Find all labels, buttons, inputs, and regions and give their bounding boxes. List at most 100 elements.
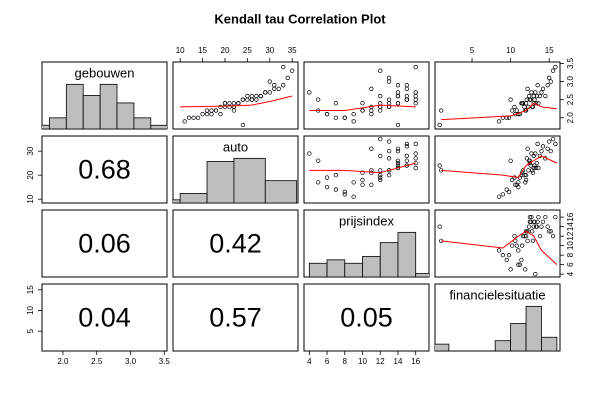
panel [303,135,430,204]
point [333,187,339,192]
point [547,139,552,144]
point [512,104,517,110]
panel [172,61,299,130]
point [496,248,502,253]
point [553,141,558,147]
tau-value: 0.68 [78,155,131,185]
point [532,219,537,225]
point [386,172,392,178]
point [500,252,506,258]
y-tick-label: 10 [26,305,35,314]
point [413,101,418,106]
point [525,238,530,244]
point [186,115,192,120]
hist-bar [116,102,135,129]
point [496,194,502,199]
point [342,115,347,120]
point [523,172,529,178]
tau-value: 0.05 [340,303,393,333]
panel [41,283,168,352]
x-tick-label: 3.0 [125,357,137,366]
point [378,172,383,178]
x-tick-label: 20 [221,46,230,55]
point [378,177,383,183]
point [404,158,409,163]
point [510,108,515,113]
hist-bar [206,161,235,203]
point [369,112,374,117]
point [342,189,347,195]
point [522,233,527,239]
point [316,158,321,163]
point [525,146,530,151]
x-tick-label: 16 [411,357,420,366]
point [529,214,534,220]
y-tick-label: 16 [566,212,575,221]
hist-bar [510,323,527,351]
point [545,224,550,229]
point [500,192,506,197]
point [530,104,536,110]
hist-bar [233,157,266,203]
point [333,101,339,106]
point [395,148,401,154]
hist-bar [150,124,167,129]
panel-content [308,231,429,277]
point [529,90,534,95]
tau-value: 0.42 [209,229,262,259]
point [307,90,312,95]
point [437,224,442,229]
panel-content [180,64,295,128]
hist-bar [49,117,67,129]
point [550,68,556,73]
point [533,165,539,171]
point [351,194,356,199]
x-tick-label: 3.5 [159,357,171,366]
hist-bar [435,343,450,351]
point [342,192,347,197]
point [395,160,401,166]
point [548,148,553,154]
point [395,158,401,163]
point [395,93,401,99]
point [360,170,365,175]
point [386,156,392,161]
point [527,219,533,225]
point [543,93,548,99]
hist-bar [344,262,363,277]
point [378,93,383,99]
point [535,141,540,147]
smooth-line [180,95,293,108]
point [545,83,550,88]
point [316,180,321,185]
point [540,86,546,91]
point [520,168,526,173]
panel [41,209,168,278]
point [533,224,539,229]
point [395,101,401,106]
point [532,97,537,102]
tau-value: 0.04 [78,303,131,333]
x-tick-label: 14 [394,357,403,366]
point [378,153,383,159]
point [525,86,530,91]
hist-bar [264,180,298,203]
y-tick-label: 6 [566,262,575,267]
point [182,119,187,124]
point [506,189,512,195]
hist-bar [397,231,417,277]
point [258,93,263,99]
point [240,97,246,102]
hist-bar [362,255,381,277]
panel-content [42,83,167,129]
point [547,75,552,81]
y-tick-label: 2.0 [566,112,575,124]
x-tick-label: 12 [376,357,385,366]
y-tick-label: 3.0 [566,75,575,87]
point [548,229,553,234]
x-tick-label: 15 [545,46,554,55]
point [539,90,544,95]
point [281,64,286,70]
point [333,115,339,120]
